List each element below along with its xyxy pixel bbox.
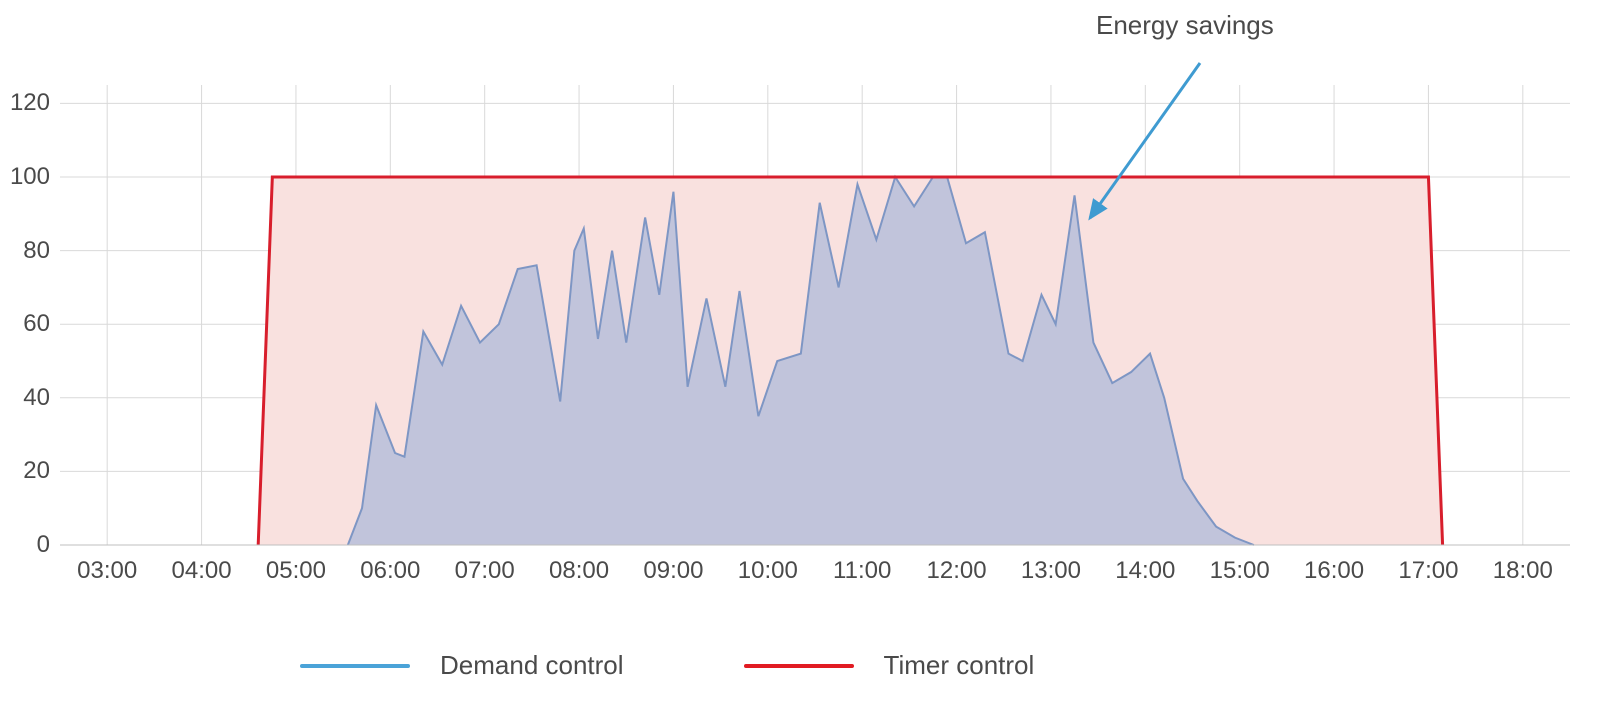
legend-label-timer: Timer control <box>884 650 1035 681</box>
x-tick-label: 17:00 <box>1398 557 1458 585</box>
y-tick-label: 100 <box>0 163 50 191</box>
y-tick-label: 80 <box>0 237 50 265</box>
x-tick-label: 03:00 <box>77 557 137 585</box>
x-tick-label: 16:00 <box>1304 557 1364 585</box>
chart-canvas <box>0 0 1600 620</box>
y-tick-label: 120 <box>0 89 50 117</box>
x-tick-label: 14:00 <box>1115 557 1175 585</box>
y-tick-label: 60 <box>0 310 50 338</box>
x-tick-label: 07:00 <box>455 557 515 585</box>
annotation-energy-savings: Energy savings <box>1096 10 1274 41</box>
x-tick-label: 12:00 <box>927 557 987 585</box>
y-tick-label: 40 <box>0 384 50 412</box>
legend-item-demand: Demand control <box>300 650 624 681</box>
x-tick-label: 11:00 <box>833 557 891 585</box>
x-tick-label: 06:00 <box>360 557 420 585</box>
y-tick-label: 20 <box>0 457 50 485</box>
x-tick-label: 05:00 <box>266 557 326 585</box>
legend-item-timer: Timer control <box>744 650 1035 681</box>
energy-chart: 0 20 40 60 80 100 120 03:00 04:00 05:00 06:00 07:0… <box>0 0 1600 715</box>
x-tick-label: 08:00 <box>549 557 609 585</box>
legend-swatch-timer <box>744 664 854 668</box>
x-tick-label: 09:00 <box>643 557 703 585</box>
legend-label-demand: Demand control <box>440 650 624 681</box>
x-tick-label: 04:00 <box>172 557 232 585</box>
legend: Demand control Timer control <box>300 650 1034 681</box>
legend-swatch-demand <box>300 664 410 668</box>
x-tick-label: 18:00 <box>1493 557 1553 585</box>
x-tick-label: 13:00 <box>1021 557 1081 585</box>
x-tick-label: 15:00 <box>1210 557 1270 585</box>
y-tick-label: 0 <box>0 531 50 559</box>
x-tick-label: 10:00 <box>738 557 798 585</box>
